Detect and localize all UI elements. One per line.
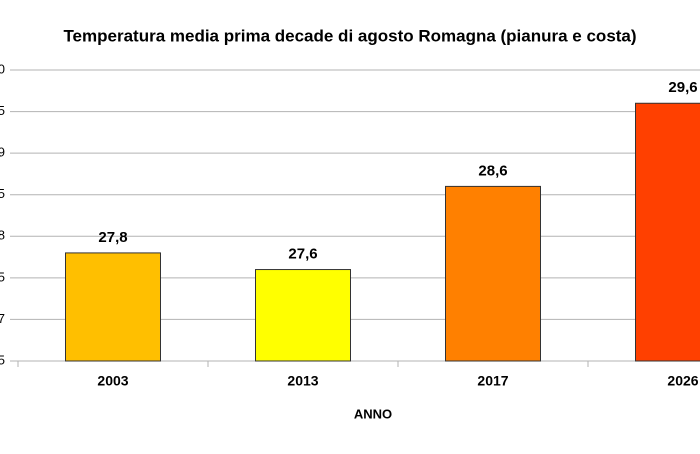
y-tick-label: 7 [0,311,5,326]
chart-title: Temperatura media prima decade di agosto… [63,26,636,45]
bar [65,252,161,362]
y-tick-label: 5 [0,103,5,118]
bar [255,269,351,362]
x-tick-label: 2026 [667,373,698,389]
data-label: 29,6 [668,79,697,96]
x-tick-label: 2003 [97,373,128,389]
data-label: 27,8 [98,229,127,246]
data-label: 28,6 [478,162,507,179]
y-tick-label: 5 [0,269,5,284]
y-tick-label: 5 [0,186,5,201]
x-tick-label: 2013 [287,373,318,389]
y-tick-label: 5 [0,352,5,367]
y-tick-label: 0 [0,61,5,76]
x-axis-label: ANNO [354,406,392,421]
bar [635,102,700,362]
y-tick-label: 9 [0,145,5,160]
data-label: 27,6 [288,246,317,263]
y-tick-label: 8 [0,228,5,243]
bar [445,185,541,362]
x-tick-label: 2017 [477,373,508,389]
